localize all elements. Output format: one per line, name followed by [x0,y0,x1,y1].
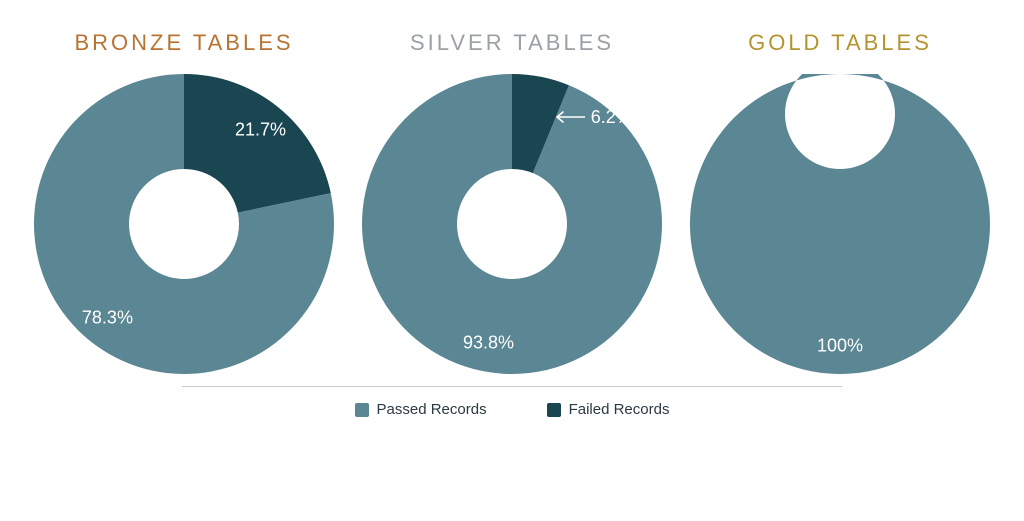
legend-divider [182,386,842,387]
legend-label-failed: Failed Records [569,401,670,418]
chart-bronze: BRONZE TABLES 21.7%78.3% [24,30,344,374]
chart-title-gold: GOLD TABLES [748,30,932,56]
donut-svg-gold [690,74,990,374]
donut-svg-silver [362,74,662,374]
slice-silver-passed [362,74,662,374]
donut-bronze: 21.7%78.3% [34,74,334,374]
legend-items: Passed Records Failed Records [182,401,842,418]
chart-silver: SILVER TABLES 6.2%93.8% [352,30,672,374]
legend-swatch-passed [355,403,369,417]
legend-item-failed: Failed Records [547,401,670,418]
chart-gold: GOLD TABLES 100% [680,30,1000,374]
legend-area: Passed Records Failed Records [182,386,842,418]
donut-silver: 6.2%93.8% [362,74,662,374]
chart-title-silver: SILVER TABLES [410,30,614,56]
legend-item-passed: Passed Records [355,401,487,418]
slice-gold-passed [690,74,990,374]
legend-swatch-failed [547,403,561,417]
chart-title-bronze: BRONZE TABLES [74,30,293,56]
legend-label-passed: Passed Records [377,401,487,418]
donut-svg-bronze [34,74,334,374]
slice-bronze-failed [184,74,331,213]
charts-row: BRONZE TABLES 21.7%78.3% SILVER TABLES 6.2%… [0,0,1024,374]
donut-gold: 100% [690,74,990,374]
